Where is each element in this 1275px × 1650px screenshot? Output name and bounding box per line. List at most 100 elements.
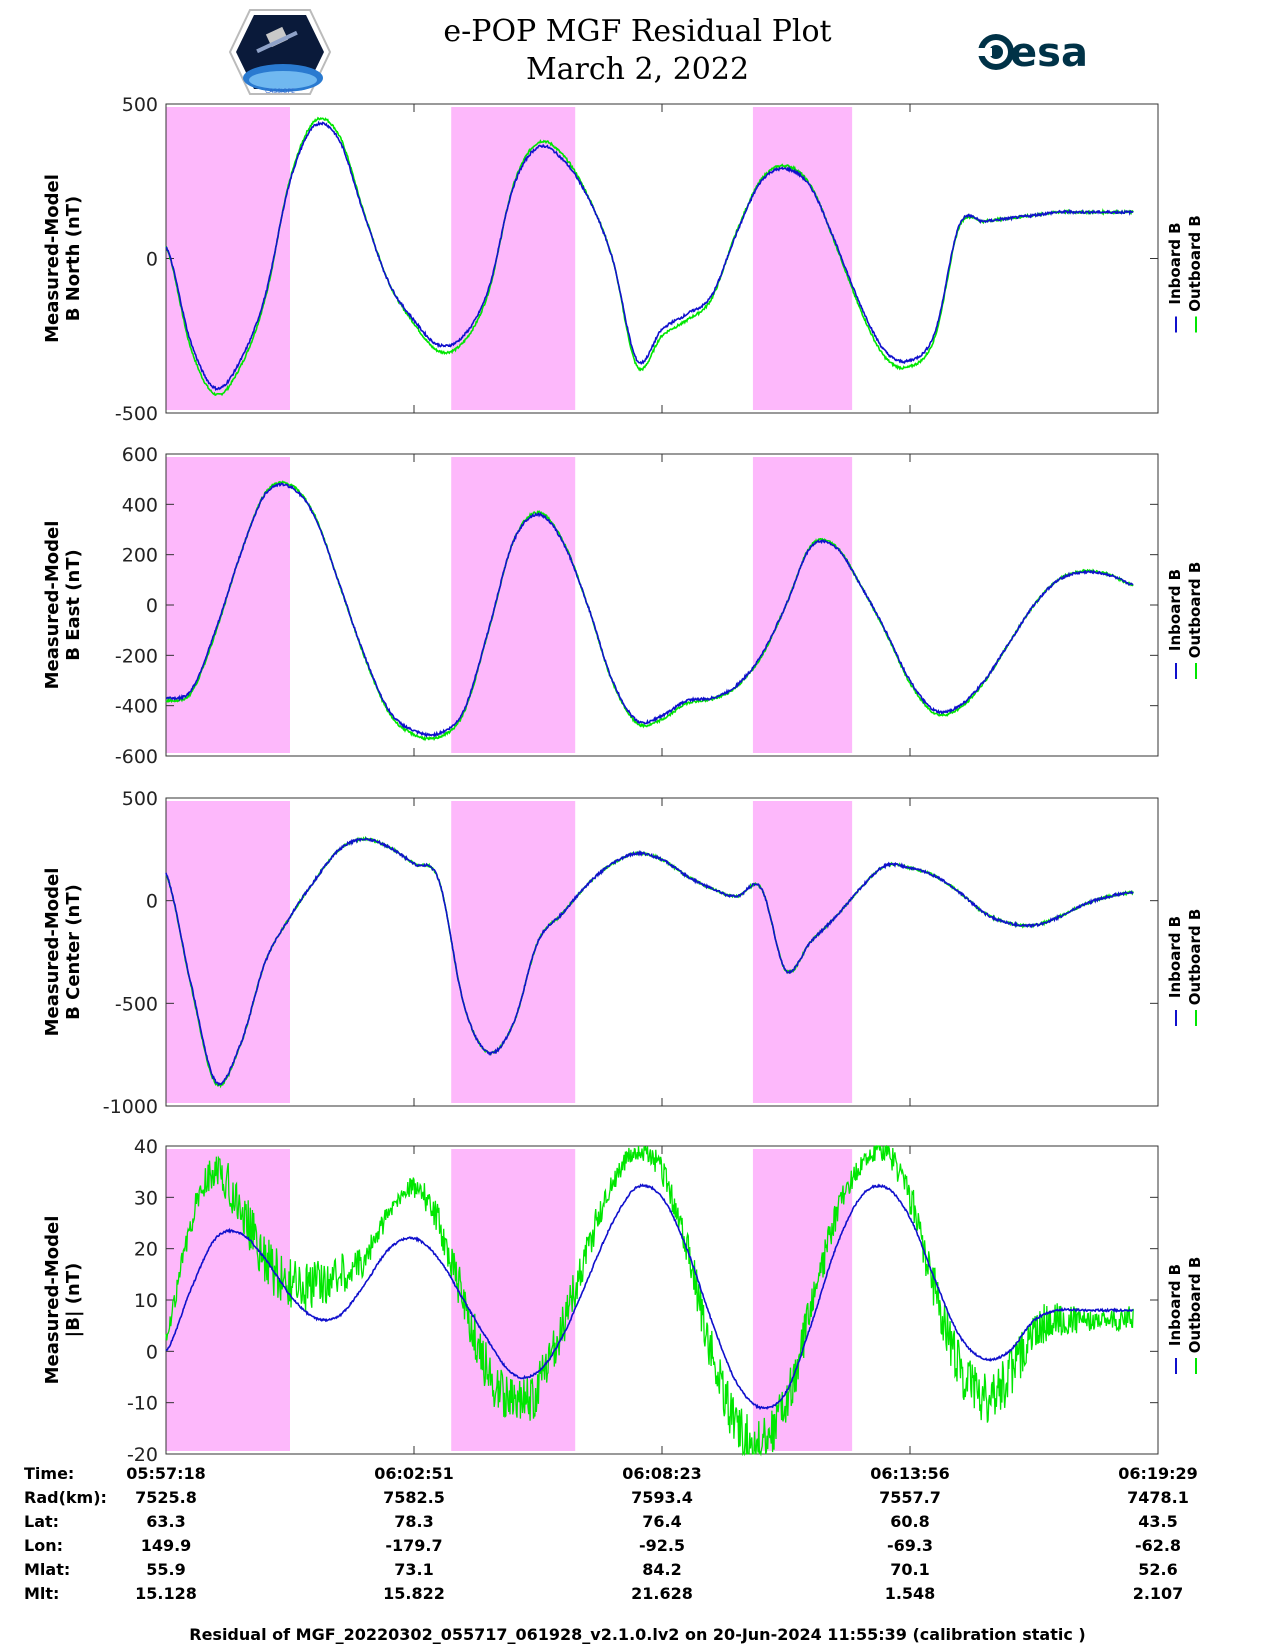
info-cell: 15.822 bbox=[383, 1584, 445, 1603]
legend-outboard-label: Outboard B bbox=[1186, 1257, 1204, 1354]
info-cell: 21.628 bbox=[631, 1584, 693, 1603]
info-row-label: Time: bbox=[24, 1464, 74, 1483]
eclipse-shade-0 bbox=[166, 107, 290, 410]
series-outboard bbox=[165, 835, 1134, 1089]
info-cell: 73.1 bbox=[394, 1560, 433, 1579]
series-inboard bbox=[165, 120, 1134, 391]
info-row-label: Lat: bbox=[24, 1512, 59, 1531]
y-tick-label: -10 bbox=[127, 1393, 158, 1415]
y-tick-label: -500 bbox=[115, 403, 158, 425]
info-row-label: Lon: bbox=[24, 1536, 63, 1555]
eclipse-shade-1 bbox=[451, 107, 576, 410]
legend-inboard-label: Inboard B bbox=[1166, 569, 1184, 651]
legend: Inboard B Outboard B bbox=[1166, 909, 1204, 1026]
y-tick-label: 200 bbox=[122, 545, 158, 567]
eclipse-shade-0 bbox=[166, 457, 290, 753]
cassiope-logo-text: CASSIOPE bbox=[265, 88, 295, 95]
legend-outboard-label: Outboard B bbox=[1186, 215, 1204, 312]
info-cell: 7525.8 bbox=[135, 1488, 197, 1507]
y-tick-label: -1000 bbox=[103, 1096, 158, 1118]
y-tick-label: 0 bbox=[146, 249, 158, 271]
panel-east: 600 400 200 0 -200 -400 -600 Measured-ModelB Ea… bbox=[42, 444, 1204, 768]
info-row-label: Mlt: bbox=[24, 1584, 59, 1603]
y-tick-label: 400 bbox=[122, 494, 158, 516]
info-cell: 06:08:23 bbox=[622, 1464, 702, 1483]
legend-outboard-label: Outboard B bbox=[1186, 562, 1204, 659]
info-cell: -69.3 bbox=[887, 1536, 933, 1555]
y-tick-label: 600 bbox=[122, 444, 158, 466]
y-tick-label: 20 bbox=[134, 1239, 158, 1261]
y-tick-label: -500 bbox=[115, 993, 158, 1015]
info-cell: 15.128 bbox=[135, 1584, 197, 1603]
y-tick-label: 500 bbox=[122, 94, 158, 116]
plot-frame bbox=[165, 103, 1159, 414]
plot-title: e-POP MGF Residual Plot bbox=[443, 14, 832, 49]
eclipse-shade-1 bbox=[451, 801, 576, 1103]
info-cell: 2.107 bbox=[1133, 1584, 1184, 1603]
info-cell: -179.7 bbox=[385, 1536, 442, 1555]
plot-frame bbox=[165, 453, 1159, 757]
info-cell: 43.5 bbox=[1138, 1512, 1177, 1531]
y-tick-label: 30 bbox=[134, 1187, 158, 1209]
plot-frame bbox=[165, 797, 1159, 1107]
panel-total: 40 30 20 10 0 -10 -20 Measured-Model|B| (nT) Inb… bbox=[42, 1136, 1204, 1466]
series-inboard bbox=[165, 837, 1134, 1087]
info-cell: 7582.5 bbox=[383, 1488, 445, 1507]
plot-date: March 2, 2022 bbox=[525, 52, 750, 87]
info-cell: 05:57:18 bbox=[126, 1464, 206, 1483]
info-cell: 60.8 bbox=[890, 1512, 929, 1531]
info-cell: 70.1 bbox=[890, 1560, 929, 1579]
info-cell: 76.4 bbox=[642, 1512, 681, 1531]
info-cell: 06:19:29 bbox=[1118, 1464, 1198, 1483]
y-tick-label: 0 bbox=[146, 1341, 158, 1363]
info-cell: 06:13:56 bbox=[870, 1464, 950, 1483]
legend: Inboard B Outboard B bbox=[1166, 562, 1204, 679]
info-cell: 55.9 bbox=[146, 1560, 185, 1579]
y-axis-label: Measured-ModelB North (nT) bbox=[42, 174, 84, 343]
info-cell: 52.6 bbox=[1138, 1560, 1177, 1579]
info-cell: 1.548 bbox=[885, 1584, 936, 1603]
info-cell: 78.3 bbox=[394, 1512, 433, 1531]
info-cell: 63.3 bbox=[146, 1512, 185, 1531]
legend-inboard-label: Inboard B bbox=[1166, 222, 1184, 304]
y-tick-label: 10 bbox=[134, 1290, 158, 1312]
series-inboard bbox=[165, 1183, 1134, 1411]
y-tick-label: -20 bbox=[127, 1444, 158, 1466]
series-inboard bbox=[165, 482, 1134, 738]
plot-frame bbox=[165, 1145, 1159, 1455]
info-cell: 06:02:51 bbox=[374, 1464, 454, 1483]
info-cell: 7557.7 bbox=[879, 1488, 941, 1507]
esa-logo-text: esa bbox=[1010, 30, 1088, 76]
y-tick-label: 40 bbox=[134, 1136, 158, 1158]
info-row-label: Rad(km): bbox=[24, 1488, 107, 1507]
series-outboard bbox=[165, 480, 1134, 742]
legend-outboard-label: Outboard B bbox=[1186, 909, 1204, 1006]
legend: Inboard B Outboard B bbox=[1166, 215, 1204, 333]
legend-inboard-label: Inboard B bbox=[1166, 1264, 1184, 1346]
cassiope-logo: CASSIOPE bbox=[228, 9, 332, 95]
panel-north: 500 0 -500 Measured-ModelB North (nT) Inboar… bbox=[42, 94, 1204, 425]
eclipse-shade-2 bbox=[752, 457, 853, 753]
eclipse-shade-1 bbox=[451, 457, 576, 753]
eclipse-shade-2 bbox=[752, 1149, 853, 1451]
y-tick-label: -200 bbox=[115, 645, 158, 667]
panel-center: 500 0 -500 -1000 Measured-ModelB Center (nT)… bbox=[42, 788, 1204, 1118]
y-axis-label: Measured-Model|B| (nT) bbox=[42, 1216, 84, 1385]
esa-logo: esa bbox=[978, 30, 1088, 76]
legend-inboard-label: Inboard B bbox=[1166, 916, 1184, 998]
y-tick-label: -600 bbox=[115, 746, 158, 768]
y-axis-label: Measured-ModelB Center (nT) bbox=[42, 868, 84, 1037]
info-cell: 7478.1 bbox=[1127, 1488, 1189, 1507]
y-tick-label: -400 bbox=[115, 696, 158, 718]
info-cell: -62.8 bbox=[1135, 1536, 1181, 1555]
info-cell: 7593.4 bbox=[631, 1488, 693, 1507]
y-tick-label: 0 bbox=[146, 891, 158, 913]
info-cell: -92.5 bbox=[639, 1536, 685, 1555]
legend: Inboard B Outboard B bbox=[1166, 1257, 1204, 1374]
footer-caption: Residual of MGF_20220302_055717_061928_v… bbox=[189, 1625, 1086, 1644]
info-cell: 84.2 bbox=[642, 1560, 681, 1579]
eclipse-shade-0 bbox=[166, 1149, 290, 1451]
eclipse-shade-2 bbox=[752, 107, 853, 410]
info-row-label: Mlat: bbox=[24, 1560, 70, 1579]
